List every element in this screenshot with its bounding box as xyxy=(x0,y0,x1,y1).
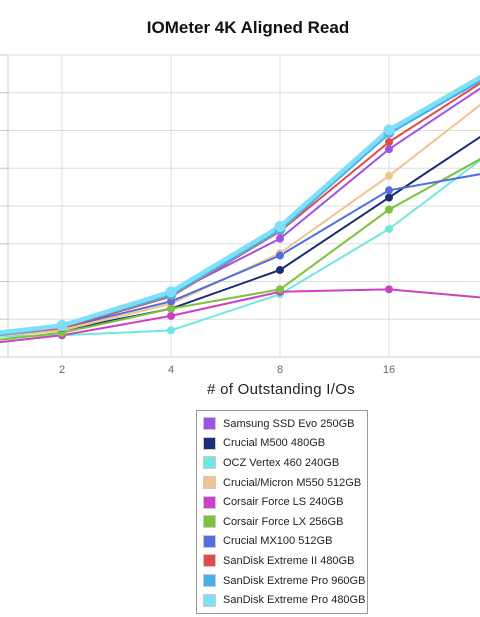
legend-swatch xyxy=(203,495,216,509)
x-tick-label: 16 xyxy=(383,364,395,376)
legend-item: Samsung SSD Evo 250GB xyxy=(197,414,367,434)
legend-item: Corsair Force LS 240GB xyxy=(197,492,367,512)
data-point xyxy=(276,266,284,275)
x-tick-labels: 2 4 8 16 xyxy=(59,364,395,376)
legend-label: OCZ Vertex 460 240GB xyxy=(223,456,340,469)
legend-label: SanDisk Extreme II 480GB xyxy=(223,554,355,567)
legend-label: SanDisk Extreme Pro 480GB xyxy=(223,594,366,607)
grid xyxy=(0,54,480,358)
series-line xyxy=(0,159,480,338)
legend-swatch xyxy=(203,515,216,529)
legend-item: Corsair Force LX 256GB xyxy=(197,512,367,532)
legend-label: Corsair Force LX 256GB xyxy=(223,515,344,528)
data-point xyxy=(274,221,286,233)
legend-item: Crucial/Micron M550 512GB xyxy=(197,473,367,493)
legend-item: SanDisk Extreme Pro 480GB xyxy=(197,590,367,610)
series-line xyxy=(0,74,480,335)
legend-swatch xyxy=(203,456,216,470)
data-point xyxy=(385,137,393,146)
legend-item: Crucial M500 480GB xyxy=(197,434,367,454)
x-tick-label: 4 xyxy=(168,364,174,376)
data-point xyxy=(385,145,393,154)
legend-label: Crucial/Micron M550 512GB xyxy=(223,476,362,489)
data-point xyxy=(385,205,393,214)
legend-label: SanDisk Extreme Pro 960GB xyxy=(223,574,366,587)
legend-label: Crucial MX100 512GB xyxy=(223,535,333,548)
data-point xyxy=(385,224,393,233)
data-point xyxy=(56,320,68,332)
data-point xyxy=(276,285,284,294)
data-point xyxy=(383,124,395,136)
series-line xyxy=(0,288,480,344)
legend-swatch xyxy=(203,574,216,588)
axes xyxy=(0,54,480,358)
data-point xyxy=(167,326,175,335)
data-point xyxy=(167,311,175,320)
legend-swatch xyxy=(203,436,216,450)
data-point xyxy=(276,234,284,243)
legend-swatch xyxy=(203,476,216,490)
legend-item: SanDisk Extreme II 480GB xyxy=(197,551,367,571)
legend-swatch xyxy=(203,417,216,431)
legend: Samsung SSD Evo 250GB Crucial M500 480GB O… xyxy=(196,410,368,614)
chart-title: IOMeter 4K Aligned Read xyxy=(146,18,350,37)
series-line xyxy=(0,158,480,341)
legend-label: Samsung SSD Evo 250GB xyxy=(223,417,355,430)
data-point xyxy=(385,193,393,202)
legend-label: Crucial M500 480GB xyxy=(223,437,326,450)
legend-item: SanDisk Extreme Pro 960GB xyxy=(197,571,367,591)
data-point xyxy=(385,186,393,195)
series-points xyxy=(56,124,395,340)
legend-swatch xyxy=(203,534,216,548)
data-point xyxy=(385,171,393,180)
data-point xyxy=(165,286,177,298)
data-point xyxy=(167,304,175,313)
line-chart: 2 4 8 16 xyxy=(0,54,480,376)
legend-item: OCZ Vertex 460 240GB xyxy=(197,453,367,473)
x-axis-label: # of Outstanding I/Os xyxy=(206,381,356,398)
legend-label: Corsair Force LS 240GB xyxy=(223,496,344,509)
data-point xyxy=(385,285,393,294)
x-tick-label: 2 xyxy=(59,364,65,376)
series-lines xyxy=(0,74,480,344)
x-tick-label: 8 xyxy=(277,364,283,376)
legend-swatch xyxy=(203,554,216,568)
legend-swatch xyxy=(203,593,216,607)
legend-item: Crucial MX100 512GB xyxy=(197,532,367,552)
data-point xyxy=(276,251,284,260)
series-line xyxy=(0,77,480,337)
